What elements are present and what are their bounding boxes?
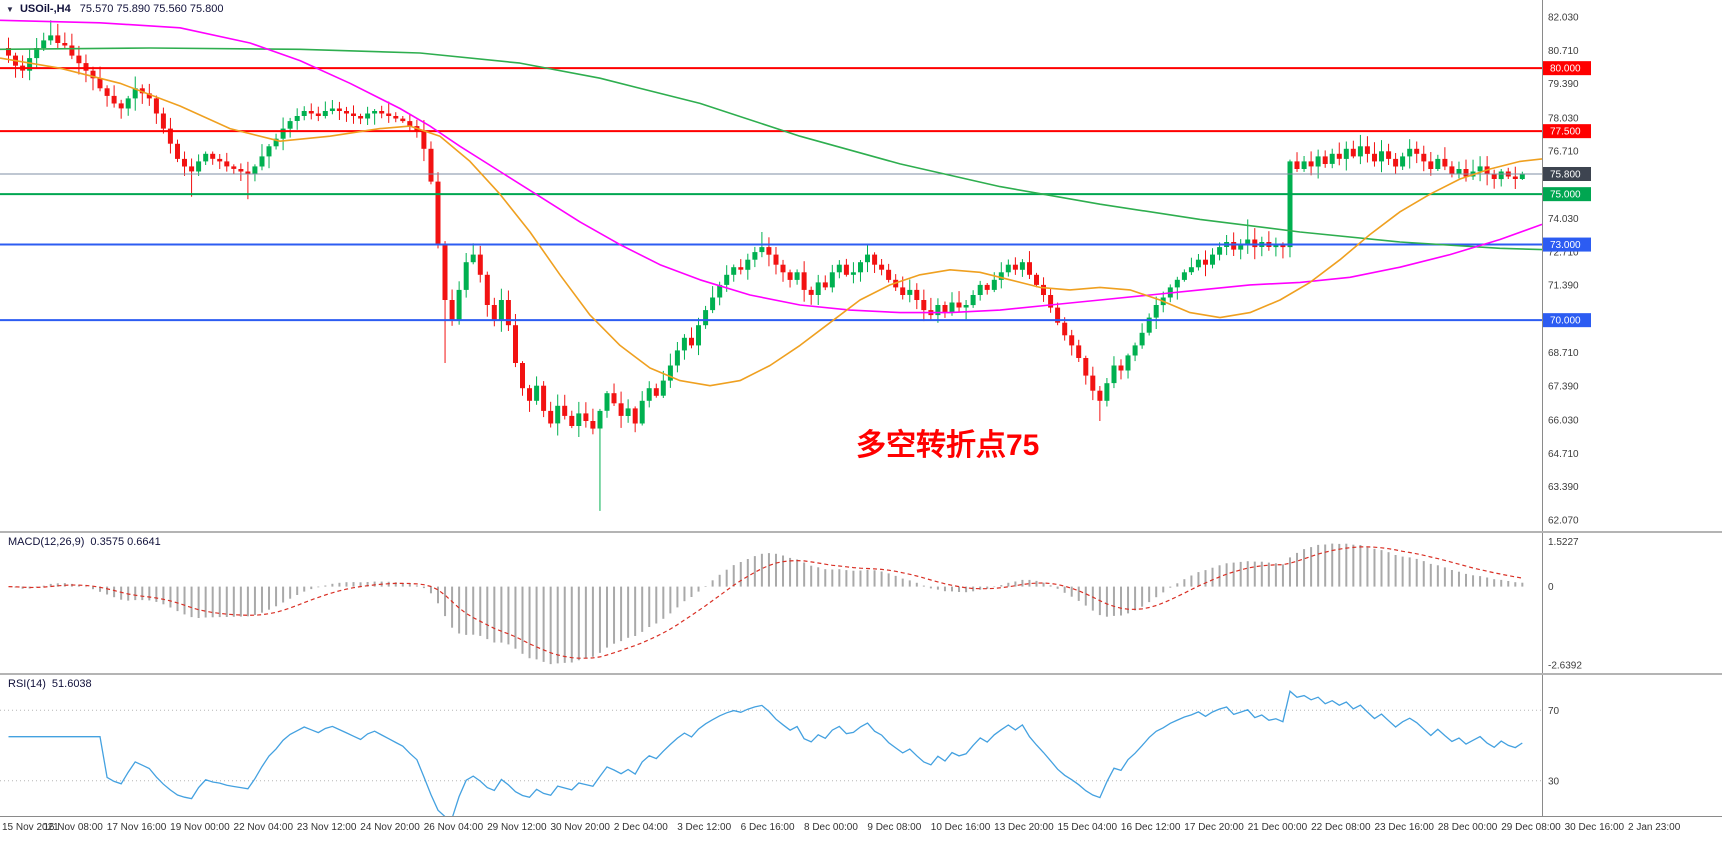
time-axis-label: 8 Dec 00:00 (804, 822, 858, 833)
svg-text:75.000: 75.000 (1550, 190, 1581, 201)
svg-text:70.000: 70.000 (1550, 316, 1581, 327)
svg-text:80.000: 80.000 (1550, 64, 1581, 75)
svg-text:68.710: 68.710 (1548, 348, 1579, 359)
time-axis-label: 15 Dec 04:00 (1057, 822, 1118, 833)
time-axis-label: 6 Dec 16:00 (740, 822, 795, 833)
svg-text:82.030: 82.030 (1548, 13, 1579, 24)
rsi-value: 51.6038 (51, 678, 92, 690)
svg-text:-2.6392: -2.6392 (1548, 661, 1582, 672)
svg-text:63.390: 63.390 (1548, 482, 1579, 493)
rsi-label: RSI(14) 51.6038 (8, 678, 92, 690)
svg-text:74.030: 74.030 (1548, 214, 1579, 225)
svg-text:30: 30 (1548, 776, 1560, 787)
time-axis-label: 17 Dec 20:00 (1184, 822, 1244, 833)
time-axis-label: 23 Dec 16:00 (1374, 822, 1434, 833)
panel-separator[interactable] (0, 673, 1722, 675)
time-axis-label: 22 Dec 08:00 (1311, 822, 1371, 833)
svg-text:79.390: 79.390 (1548, 79, 1579, 90)
time-axis-label: 2 Dec 04:00 (613, 822, 668, 833)
chart-header: ▼ USOil-,H4 75.570 75.890 75.560 75.800 (6, 3, 224, 15)
time-axis-label: 16 Dec 12:00 (1120, 822, 1181, 833)
time-axis-label: 21 Dec 00:00 (1247, 822, 1308, 833)
time-axis-label: 9 Dec 08:00 (867, 822, 922, 833)
svg-text:76.710: 76.710 (1548, 147, 1579, 158)
svg-text:80.710: 80.710 (1548, 46, 1579, 57)
time-axis-label: 15 Nov 2021 (2, 822, 59, 833)
time-axis-label: 2 Jan 23:00 (1628, 822, 1681, 833)
ohlc-values-label: 75.570 75.890 75.560 75.800 (79, 3, 224, 15)
svg-text:66.030: 66.030 (1548, 416, 1579, 427)
time-axis-label: 30 Nov 20:00 (550, 822, 610, 833)
symbol-period-label: USOil-,H4 (19, 3, 71, 15)
svg-text:78.030: 78.030 (1548, 113, 1579, 124)
price-axis[interactable] (1542, 0, 1722, 816)
chart-dropdown-arrow-icon[interactable]: ▼ (6, 5, 14, 14)
time-axis-label: 30 Dec 16:00 (1564, 822, 1625, 833)
svg-text:70: 70 (1548, 706, 1560, 717)
panel-separator[interactable] (0, 531, 1722, 533)
rsi-canvas[interactable]: 70 30 (0, 675, 1722, 816)
svg-text:64.710: 64.710 (1548, 449, 1579, 460)
svg-text:77.500: 77.500 (1550, 127, 1581, 138)
time-axis-label: 28 Dec 00:00 (1437, 822, 1498, 833)
time-axis-label: 23 Nov 12:00 (296, 822, 357, 833)
time-axis-label: 3 Dec 12:00 (677, 822, 732, 833)
svg-text:72.710: 72.710 (1548, 247, 1579, 258)
main-chart-canvas[interactable]: 82.030 80.710 79.390 78.030 76.710 74.030 72.7… (0, 0, 1722, 531)
time-axis-label: 24 Nov 20:00 (360, 822, 420, 833)
time-axis-label: 10 Dec 16:00 (930, 822, 991, 833)
svg-text:75.800: 75.800 (1550, 169, 1581, 180)
svg-text:62.070: 62.070 (1548, 516, 1579, 527)
macd-label: MACD(12,26,9) 0.3575 0.6641 (8, 536, 161, 548)
chart-text-annotation[interactable]: 多空转折点75 (856, 429, 1040, 462)
rsi-indicator-name: RSI(14) (8, 678, 46, 690)
macd-values: 0.3575 0.6641 (90, 536, 161, 548)
time-axis-label: 29 Dec 08:00 (1501, 822, 1561, 833)
main-price-panel: 82.030 80.710 79.390 78.030 76.710 74.030 72.7… (0, 0, 1722, 531)
time-axis[interactable]: 15 Nov 2021 16 Nov 08:00 17 Nov 16:00 19 No… (0, 816, 1722, 841)
macd-indicator-name: MACD(12,26,9) (8, 536, 85, 548)
rsi-panel: 70 30 RSI(14) 51.6038 (0, 675, 1722, 816)
time-axis-label: 17 Nov 16:00 (106, 822, 167, 833)
time-axis-label: 26 Nov 04:00 (423, 822, 484, 833)
svg-text:1.5227: 1.5227 (1548, 537, 1579, 548)
svg-text:0: 0 (1548, 582, 1554, 593)
svg-text:73.000: 73.000 (1550, 240, 1581, 251)
time-axis-label: 19 Nov 00:00 (170, 822, 230, 833)
time-axis-label: 29 Nov 12:00 (487, 822, 547, 833)
time-axis-label: 16 Nov 08:00 (43, 822, 103, 833)
macd-panel: 1.5227 0 -2.6392 MACD(12,26,9) 0.3575 0.664… (0, 533, 1722, 673)
svg-text:67.390: 67.390 (1548, 381, 1579, 392)
time-axis-label: 13 Dec 20:00 (994, 822, 1054, 833)
svg-text:71.390: 71.390 (1548, 281, 1579, 292)
time-axis-label: 22 Nov 04:00 (233, 822, 294, 833)
macd-canvas[interactable]: 1.5227 0 -2.6392 (0, 533, 1722, 673)
